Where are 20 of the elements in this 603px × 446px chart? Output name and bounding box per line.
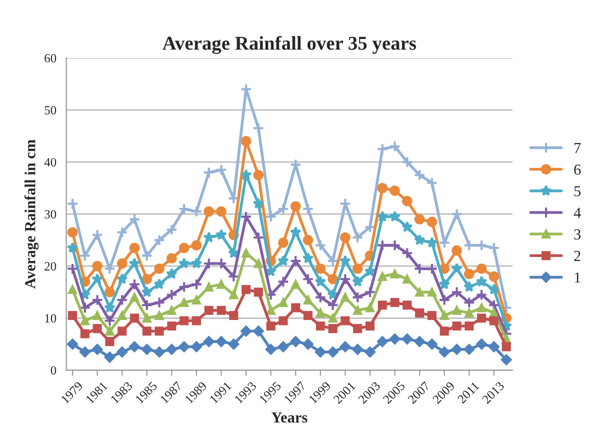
- legend-label: 6: [574, 164, 581, 175]
- y-tick-label: 20: [44, 262, 56, 271]
- y-tick-label: 10: [45, 314, 56, 323]
- y-tick-label: 50: [44, 106, 56, 114]
- legend-label: 7: [574, 143, 581, 154]
- legend-label: 2: [574, 250, 580, 261]
- x-tick-label: 1991: [209, 381, 232, 404]
- legend-label: 3: [574, 229, 581, 240]
- x-tick-label: 2011: [457, 381, 480, 404]
- y-tick-label: 60: [44, 54, 56, 62]
- x-axis-title: Years: [271, 412, 308, 423]
- y-tick-label: 30: [44, 210, 56, 219]
- legend-label: 1: [574, 272, 580, 283]
- legend-label: 5: [574, 186, 581, 196]
- chart-title: Average Rainfall over 35 years: [162, 36, 416, 54]
- y-tick-label: 40: [44, 158, 56, 167]
- x-tick-label: 1981: [86, 381, 108, 404]
- y-tick-label: 0: [50, 366, 56, 375]
- y-axis-title: Average Rainfall in cm: [24, 140, 39, 289]
- legend-label: 4: [574, 208, 581, 218]
